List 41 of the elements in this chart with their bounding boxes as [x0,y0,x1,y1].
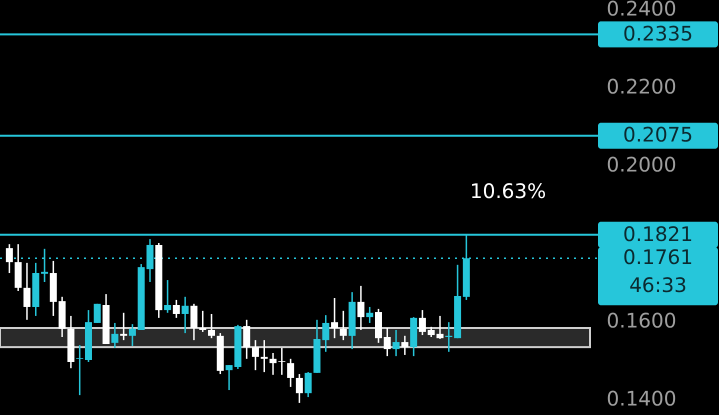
candlestick [304,371,312,398]
candlestick [94,303,101,324]
ref-line-label: 0.2075 [623,122,693,147]
y-tick-label: 0.2400 [606,0,676,20]
candlestick [190,303,198,341]
candlestick [208,313,216,339]
y-tick-label: 0.1400 [606,386,676,411]
candlestick [199,310,206,333]
candlestick [366,306,374,324]
candlestick [111,322,118,349]
candlestick [287,358,294,388]
candlestick [76,344,84,396]
candlestick [270,352,277,376]
ref-line-label: 0.1821 [623,222,693,246]
candlestick [6,243,13,274]
candlestick [436,315,444,340]
candlestick [252,339,259,371]
ref-line-label: 0.1761 [623,245,693,270]
candlestick [172,299,180,319]
candlestick [384,327,391,357]
y-tick-label: 0.2200 [606,74,676,98]
ref-line-label: 0.2335 [623,21,693,46]
candlestick [23,262,30,321]
candlestick [357,285,364,331]
candlestick [260,339,268,373]
candlestick [340,310,347,341]
candlestick [322,314,330,353]
annotation: 10.63% [470,179,546,203]
candlestick [182,296,189,334]
candlestick [278,347,286,376]
candlestick [164,279,172,314]
text: 46:33 [629,273,687,298]
y-tick-label: 0.2000 [606,152,676,176]
candlestick [243,319,250,360]
candlestick [120,312,128,341]
candlestick [226,364,233,391]
candlestick [392,329,400,357]
candlestick [296,373,303,404]
candlestick [401,335,408,356]
y-tick-label: 0.1600 [606,308,676,332]
candlestick [331,297,338,339]
